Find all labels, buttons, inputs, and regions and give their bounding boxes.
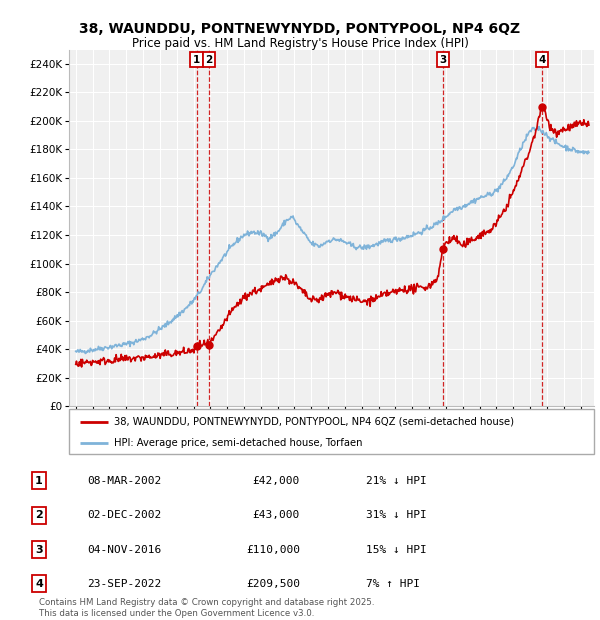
Text: HPI: Average price, semi-detached house, Torfaen: HPI: Average price, semi-detached house,…	[113, 438, 362, 448]
Text: 4: 4	[35, 578, 43, 588]
FancyBboxPatch shape	[69, 409, 594, 454]
Text: 2: 2	[205, 55, 212, 64]
Text: Price paid vs. HM Land Registry's House Price Index (HPI): Price paid vs. HM Land Registry's House …	[131, 37, 469, 50]
Text: 1: 1	[193, 55, 200, 64]
Text: Contains HM Land Registry data © Crown copyright and database right 2025.: Contains HM Land Registry data © Crown c…	[39, 598, 374, 607]
Text: £43,000: £43,000	[253, 510, 300, 520]
Text: 3: 3	[35, 544, 43, 554]
Text: 15% ↓ HPI: 15% ↓ HPI	[366, 544, 427, 554]
Text: 3: 3	[440, 55, 447, 64]
Text: 02-DEC-2002: 02-DEC-2002	[87, 510, 161, 520]
Text: £110,000: £110,000	[246, 544, 300, 554]
Text: 1: 1	[35, 476, 43, 485]
Text: 08-MAR-2002: 08-MAR-2002	[87, 476, 161, 485]
Text: 38, WAUNDDU, PONTNEWYNYDD, PONTYPOOL, NP4 6QZ: 38, WAUNDDU, PONTNEWYNYDD, PONTYPOOL, NP…	[79, 22, 521, 36]
Text: This data is licensed under the Open Government Licence v3.0.: This data is licensed under the Open Gov…	[39, 609, 314, 618]
Text: £209,500: £209,500	[246, 578, 300, 588]
Text: £42,000: £42,000	[253, 476, 300, 485]
Text: 2: 2	[35, 510, 43, 520]
Text: 7% ↑ HPI: 7% ↑ HPI	[366, 578, 420, 588]
Text: 31% ↓ HPI: 31% ↓ HPI	[366, 510, 427, 520]
Text: 38, WAUNDDU, PONTNEWYNYDD, PONTYPOOL, NP4 6QZ (semi-detached house): 38, WAUNDDU, PONTNEWYNYDD, PONTYPOOL, NP…	[113, 417, 514, 427]
Text: 04-NOV-2016: 04-NOV-2016	[87, 544, 161, 554]
Text: 4: 4	[538, 55, 546, 64]
Text: 23-SEP-2022: 23-SEP-2022	[87, 578, 161, 588]
Text: 21% ↓ HPI: 21% ↓ HPI	[366, 476, 427, 485]
